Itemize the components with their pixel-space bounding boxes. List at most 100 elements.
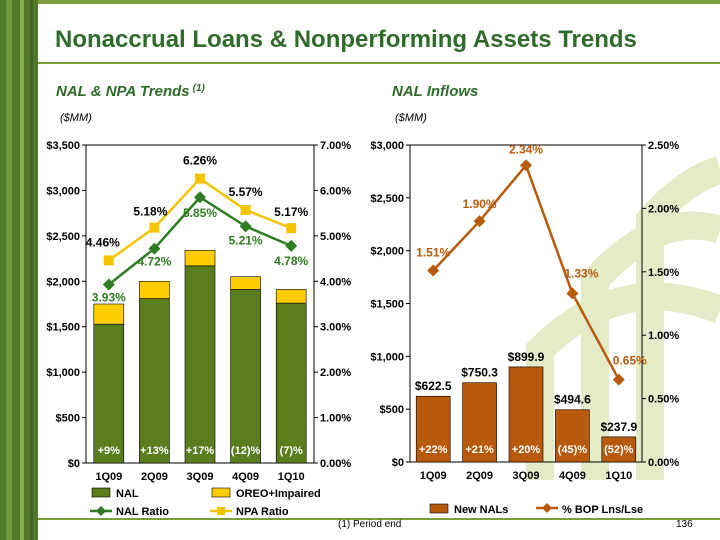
legend-label: % BOP Lns/Lse <box>562 504 643 516</box>
legend-marker <box>217 507 225 515</box>
bop-ratio-point <box>612 373 625 386</box>
bar-new-nals <box>601 436 637 463</box>
x-tick-label: 1Q10 <box>605 470 632 482</box>
y2-tick-label: 0.00% <box>320 458 351 470</box>
left-chart-heading: NAL & NPA Trends (1) <box>56 83 205 100</box>
bar-value-label: $899.9 <box>508 350 545 364</box>
legend-swatch <box>211 487 231 498</box>
npa-ratio-point <box>286 223 297 234</box>
bar-change-label: +9% <box>98 445 121 457</box>
bop-ratio-label: 2.34% <box>509 142 543 156</box>
npa-ratio-label: 5.18% <box>133 205 167 219</box>
legend-label: OREO+Impaired <box>236 488 321 500</box>
y2-tick-label: 1.00% <box>320 413 351 425</box>
nal-ratio-point <box>148 242 161 255</box>
legend-label: NAL Ratio <box>116 506 169 518</box>
y2-tick-label: 6.00% <box>320 185 351 197</box>
npa-ratio-label: 5.57% <box>229 185 263 199</box>
footnote: (1) Period end <box>338 519 402 530</box>
page-number: 136 <box>676 519 693 530</box>
npa-ratio-label: 4.46% <box>86 235 120 249</box>
y-tick-label: $500 <box>380 404 404 416</box>
bar-nal <box>93 323 125 464</box>
x-tick-label: 4Q09 <box>559 470 586 482</box>
bar-nal <box>184 265 216 464</box>
right-units: ($MM) <box>395 112 427 124</box>
y2-tick-label: 4.00% <box>320 276 351 288</box>
x-tick-label: 1Q10 <box>278 471 305 483</box>
y-tick-label: $3,000 <box>46 185 80 197</box>
bar-oreo-impaired <box>93 303 125 325</box>
x-tick-label: 3Q09 <box>187 471 214 483</box>
bar-change-label: +22% <box>419 444 448 456</box>
bar-change-label: +13% <box>140 445 169 457</box>
page-title: Nonaccrual Loans & Nonperforming Assets … <box>55 26 637 53</box>
bop-ratio-point <box>520 159 532 172</box>
legend-marker <box>542 503 552 513</box>
y-tick-label: $1,000 <box>46 367 80 379</box>
nal-ratio-label: 4.72% <box>137 255 171 269</box>
nal-ratio-point <box>102 278 115 291</box>
bar-new-nals <box>462 382 497 463</box>
bar-change-label: (45)% <box>558 444 588 456</box>
y2-tick-label: 2.00% <box>320 367 351 379</box>
y2-tick-label: 3.00% <box>320 322 351 334</box>
bar-value-label: $237.9 <box>600 420 637 434</box>
npa-ratio-label: 6.26% <box>183 154 217 168</box>
nal-ratio-label: 4.78% <box>274 254 308 268</box>
legend-marker <box>96 506 106 516</box>
left-units: ($MM) <box>60 112 92 124</box>
background-logo <box>526 156 720 480</box>
bar-nal <box>275 302 307 464</box>
bar-change-label: (7)% <box>280 445 303 457</box>
y-tick-label: $1,500 <box>370 299 404 311</box>
bop-ratio-label: 1.90% <box>463 197 497 211</box>
y-tick-label: $1,000 <box>370 351 404 363</box>
legend-label: NPA Ratio <box>236 506 289 518</box>
bar-value-label: $622.5 <box>415 379 452 393</box>
npa-ratio-point <box>240 204 251 215</box>
y-tick-label: $2,500 <box>46 231 80 243</box>
x-tick-label: 2Q09 <box>141 471 168 483</box>
bar-oreo-impaired <box>184 250 216 267</box>
legend-swatch <box>91 487 111 498</box>
y-tick-label: $2,500 <box>370 193 404 205</box>
bar-change-label: +21% <box>465 444 494 456</box>
bop-ratio-label: 1.51% <box>416 246 450 260</box>
bar-oreo-impaired <box>275 289 307 304</box>
bop-ratio-point <box>427 264 440 277</box>
y-tick-label: $2,000 <box>46 276 80 288</box>
nal-ratio-label: 5.21% <box>229 233 263 247</box>
y-tick-label: $500 <box>56 413 80 425</box>
y-tick-label: $1,500 <box>46 322 80 334</box>
left-heading-note: (1) <box>192 83 205 94</box>
y2-tick-label: 2.50% <box>648 140 679 152</box>
title-rule <box>38 62 720 64</box>
y-tick-label: $3,500 <box>46 140 80 152</box>
legend-swatch <box>429 503 449 514</box>
bar-new-nals <box>555 409 590 463</box>
y2-tick-label: 0.50% <box>648 394 679 406</box>
npa-ratio-label: 5.17% <box>274 205 308 219</box>
x-tick-label: 3Q09 <box>513 470 540 482</box>
bar-nal <box>139 298 170 464</box>
nal-ratio-point <box>239 220 252 233</box>
y-tick-label: $0 <box>392 457 404 469</box>
y2-tick-label: 1.00% <box>648 330 679 342</box>
bar-value-label: $494.6 <box>554 393 591 407</box>
nal-ratio-point <box>194 191 206 204</box>
bop-ratio-label: 0.65% <box>613 354 647 368</box>
legend-label: New NALs <box>454 504 508 516</box>
y2-tick-label: 0.00% <box>648 457 679 469</box>
bop-ratio-point <box>566 287 579 300</box>
bar-change-label: +20% <box>512 444 541 456</box>
legend-label: NAL <box>116 488 139 500</box>
bar-change-label: +17% <box>186 445 215 457</box>
left-heading-text: NAL & NPA Trends <box>56 83 190 100</box>
x-tick-label: 4Q09 <box>232 471 259 483</box>
bar-oreo-impaired <box>230 276 261 290</box>
npa-ratio-point <box>149 222 160 233</box>
y2-tick-label: 7.00% <box>320 140 351 152</box>
